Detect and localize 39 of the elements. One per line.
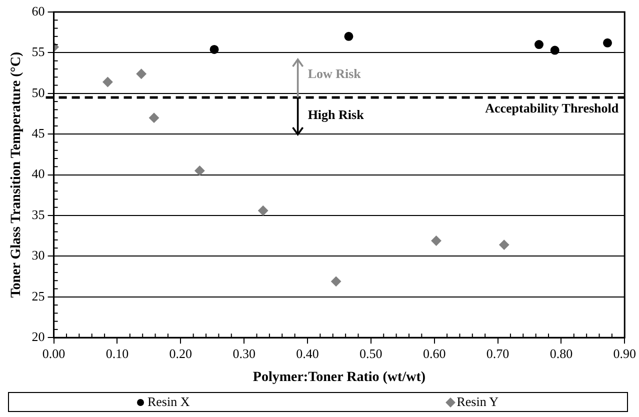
x-tick-label: 0.20 xyxy=(169,346,192,361)
point xyxy=(331,276,342,286)
x-tick-label: 0.80 xyxy=(550,346,573,361)
x-tick-label: 0.30 xyxy=(232,346,256,361)
y-tick-label: 30 xyxy=(32,248,45,263)
y-tick-label: 50 xyxy=(32,84,45,100)
legend-label: Resin Y xyxy=(456,394,498,410)
point xyxy=(102,77,113,88)
point xyxy=(136,68,146,79)
y-tick-label: 35 xyxy=(32,206,45,222)
y-tick-label: 20 xyxy=(32,329,45,344)
y-tick-label: 60 xyxy=(32,3,45,18)
x-tick-label: 0.00 xyxy=(42,346,66,361)
x-tick-label: 0.10 xyxy=(106,346,129,361)
y-tick-label: 25 xyxy=(32,288,45,304)
point xyxy=(603,38,612,48)
x-axis-title: Polymer:Toner Ratio (wt/wt) xyxy=(252,370,426,386)
point xyxy=(258,206,268,216)
y-tick-label: 55 xyxy=(32,44,45,60)
point xyxy=(149,112,160,123)
point xyxy=(550,46,560,55)
point xyxy=(431,236,442,246)
point xyxy=(499,240,510,250)
annotation: High Risk xyxy=(308,106,365,122)
legend-label: Resin X xyxy=(147,394,190,410)
x-tick-label: 0.60 xyxy=(422,346,446,361)
x-tick-label: 0.50 xyxy=(360,346,382,361)
ref-line-label: Acceptability Threshold xyxy=(485,100,620,116)
point xyxy=(534,40,544,50)
x-tick-label: 0.40 xyxy=(296,346,319,361)
annotation: Low Risk xyxy=(308,66,362,81)
y-tick-label: 45 xyxy=(32,126,45,141)
x-tick-label: 0.90 xyxy=(613,346,636,361)
point xyxy=(194,166,205,176)
y-tick-label: 40 xyxy=(32,166,45,182)
point xyxy=(344,32,354,41)
y-axis-title: Toner Glass Transition Temperature (°C) xyxy=(9,51,24,298)
point xyxy=(210,44,219,54)
x-tick-label: 0.70 xyxy=(486,346,510,361)
